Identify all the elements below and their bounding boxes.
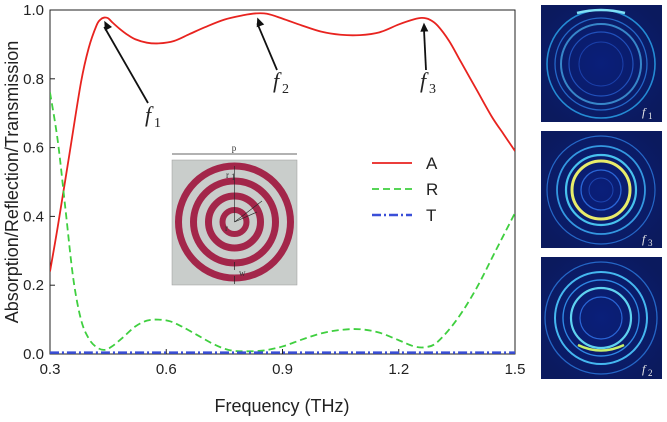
inset-label-p: p [232,143,237,153]
panel-1-label-sub: 1 [648,111,653,121]
inset-radius-line-3 [234,211,258,223]
field-panel-2: f 2 [541,257,662,379]
series-layer [50,12,515,354]
annotation-sub-3: 3 [429,82,436,97]
panel-3-label-sub: 3 [648,238,653,248]
x-tick-label: 0.9 [272,361,293,378]
y-tick-label: 0.2 [23,277,44,294]
x-axis-title: Frequency (THz) [214,396,349,416]
legend-label-t: T [426,206,436,225]
inset-label-r-sub: 1 [231,172,236,182]
panel-1-label: f [642,105,647,119]
annotation-label-f3: f [420,68,429,93]
annotation-arrowhead-3 [420,22,429,32]
annotation-arrowhead-2 [256,17,265,28]
annotation-arrow-3 [423,28,427,71]
annotation-sub-1: 1 [154,116,161,131]
field-panel-3: f 3 [541,131,662,248]
x-tick-label: 0.3 [40,361,61,378]
y-tick-label: 0.0 [23,346,44,363]
annotation-arrow-1 [103,26,149,104]
inset-structure: p r 1 r w [171,143,298,286]
field-panel-1: f 1 [541,5,662,122]
legend: ART [372,154,438,225]
annotation-layer: f 1f 2 f 3 [103,17,436,131]
y-tick-label: 0.8 [23,71,44,88]
annotation-label-f1: f [145,102,154,127]
inset-label-w: w [239,268,246,278]
x-tick-label: 1.2 [388,361,409,378]
y-tick-label: 1.0 [23,2,44,19]
annotation-arrow-2 [256,23,278,71]
x-tick-label: 1.5 [505,361,526,378]
annotation-sub-2: 2 [282,82,289,97]
y-axis: 0.0 0.2 0.4 0.6 0.8 1.0 [23,2,55,363]
inset-label-r: r [226,170,229,180]
x-axis: 0.3 0.6 0.9 1.2 1.5 [40,349,526,378]
annotation-label-f2: f [273,68,282,93]
legend-label-a: A [426,154,438,173]
series-line-r [50,92,515,353]
inset-radius-line-2 [234,200,263,223]
y-axis-title: Absorption/Reflection/Transmission [2,41,22,323]
inset-label-r-inner: r [225,223,228,233]
y-tick-label: 0.6 [23,140,44,157]
series-line-a [50,12,515,272]
x-tick-label: 0.6 [156,361,177,378]
legend-label-r: R [426,180,438,199]
panel-2-label-sub: 2 [648,368,653,378]
panel-3-label: f [642,232,647,246]
panel-2-label: f [642,362,647,376]
annotation-arrowhead-1 [104,20,113,31]
y-tick-label: 0.4 [23,208,44,225]
